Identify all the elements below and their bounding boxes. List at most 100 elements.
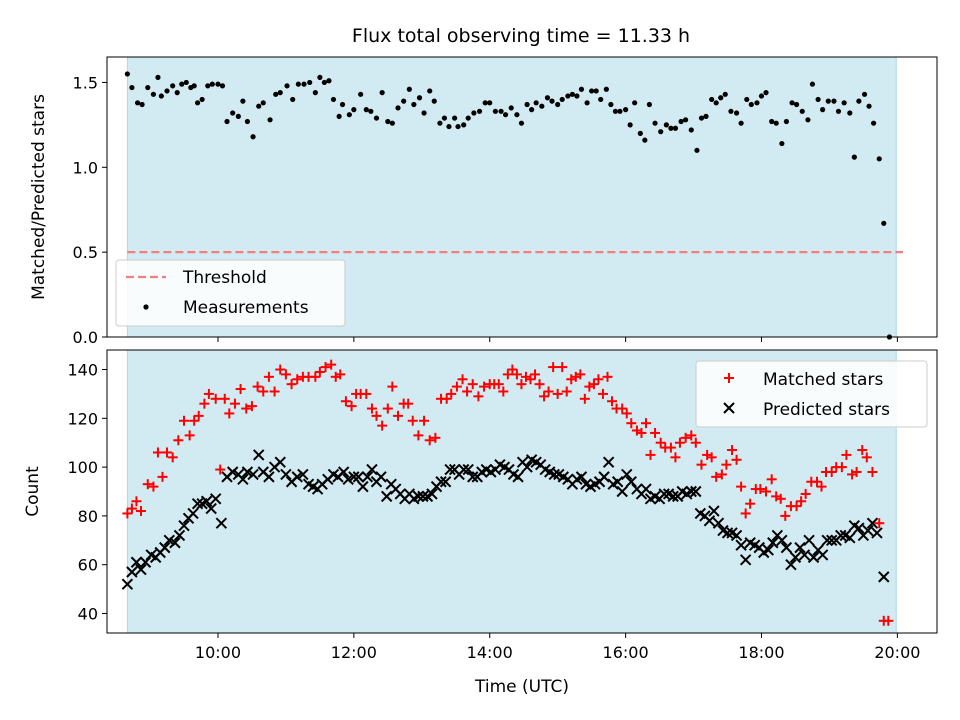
predicted-star-point — [412, 490, 425, 503]
measurement-point — [205, 83, 211, 89]
measurement-point — [471, 110, 477, 116]
count-legend-box — [695, 360, 928, 428]
measurement-point — [194, 100, 201, 106]
measurement-point — [539, 103, 545, 109]
matched-star-point — [579, 393, 590, 404]
matched-star-point — [780, 510, 791, 521]
measurement-point — [569, 91, 575, 97]
measurement-point — [841, 100, 847, 106]
predicted-star-point — [241, 466, 254, 478]
measurement-point — [219, 83, 226, 89]
measurement-point — [861, 91, 868, 97]
matched-star-point — [457, 374, 468, 385]
count-y-axis: 40 60 80 100 120 140 — [67, 361, 107, 623]
matched-star-point — [135, 506, 146, 517]
matched-star-point — [235, 384, 246, 395]
measurement-point — [502, 112, 509, 118]
measurement-point — [514, 112, 520, 118]
measurement-point — [815, 96, 821, 103]
predicted-star-point — [730, 529, 743, 542]
matched-star-point — [498, 386, 509, 397]
measurement-point — [559, 96, 565, 103]
predicted-star-point — [825, 534, 838, 547]
predicted-star-point — [621, 468, 633, 481]
matched-star-point — [224, 408, 235, 419]
count-y-axis-label: Count — [23, 466, 43, 517]
matched-star-point — [602, 371, 613, 382]
measurement-point — [789, 100, 795, 106]
measurement-point — [346, 112, 352, 118]
matched-star-point — [424, 435, 435, 446]
measurement-point — [565, 93, 571, 99]
matched-star-point — [184, 430, 195, 441]
matched-star-point — [857, 445, 868, 456]
matched-star-point — [178, 415, 189, 426]
measurement-point — [487, 100, 493, 106]
y-tick-label: 120 — [67, 409, 98, 428]
predicted-star-point — [247, 468, 259, 481]
predicted-star-point — [187, 507, 199, 520]
matched-star-point — [122, 508, 133, 519]
measurement-point — [668, 125, 674, 131]
predicted-star-point — [575, 471, 588, 483]
y-tick-label: 40 — [78, 604, 98, 623]
measurement-point — [321, 79, 328, 86]
predicted-star-point — [297, 468, 309, 481]
predicted-star-point — [178, 519, 190, 532]
predicted-star-point — [126, 566, 138, 578]
measurement-point — [820, 107, 826, 113]
measurement-point — [748, 101, 754, 108]
matched-star-point — [167, 452, 178, 463]
matched-star-point — [816, 481, 827, 492]
measurement-point — [758, 93, 765, 99]
measurement-point — [351, 107, 357, 113]
predicted-star-point — [380, 490, 393, 503]
measurement-point — [612, 108, 619, 114]
matched-star-point — [525, 374, 536, 385]
measurement-point — [379, 90, 385, 96]
measurement-point — [482, 100, 488, 106]
predicted-star-point — [862, 524, 874, 537]
measurement-point — [215, 81, 221, 87]
measurement-point — [703, 113, 709, 119]
matched-star-point — [575, 369, 586, 380]
matched-star-point — [263, 371, 274, 382]
measurement-point — [835, 108, 842, 114]
measurement-point — [683, 117, 689, 123]
matched-star-point — [645, 449, 656, 460]
measurement-point — [518, 120, 525, 126]
predicted-star-point — [342, 473, 354, 486]
predicted-star-point — [739, 554, 752, 566]
matched-star-point — [539, 391, 550, 402]
measurement-point — [593, 88, 599, 94]
matched-star-point — [680, 432, 691, 443]
matched-star-point — [716, 469, 727, 480]
matched-star-point — [721, 459, 732, 470]
matched-star-point — [320, 362, 331, 373]
matched-star-point — [346, 401, 357, 412]
matched-star-point — [745, 498, 756, 509]
predicted-star-point — [215, 517, 228, 529]
matched-star-point — [766, 474, 777, 485]
ratio-y-axis: 0.0 0.5 1.0 1.5 — [73, 73, 107, 347]
matched-star-point — [861, 452, 872, 463]
predicted-star-point — [703, 515, 716, 527]
matched-star-point — [473, 391, 484, 402]
matched-star-point — [430, 432, 441, 443]
y-tick-label: 80 — [78, 507, 98, 526]
measurement-point — [427, 88, 433, 94]
matched-star-point — [686, 430, 697, 441]
predicted-star-point — [611, 476, 624, 488]
matched-star-point — [727, 445, 738, 456]
measurement-point — [179, 81, 185, 87]
matched-star-point — [219, 393, 230, 404]
measurement-point — [139, 101, 145, 108]
x-tick-label: 12:00 — [331, 643, 377, 662]
y-tick-label: 60 — [78, 556, 98, 575]
measurement-point — [437, 120, 443, 126]
matched-star-point — [451, 381, 462, 392]
predicted-star-point — [835, 529, 847, 542]
matched-star-point — [867, 466, 878, 477]
measurement-point — [646, 101, 652, 108]
matched-star-point — [557, 362, 568, 373]
